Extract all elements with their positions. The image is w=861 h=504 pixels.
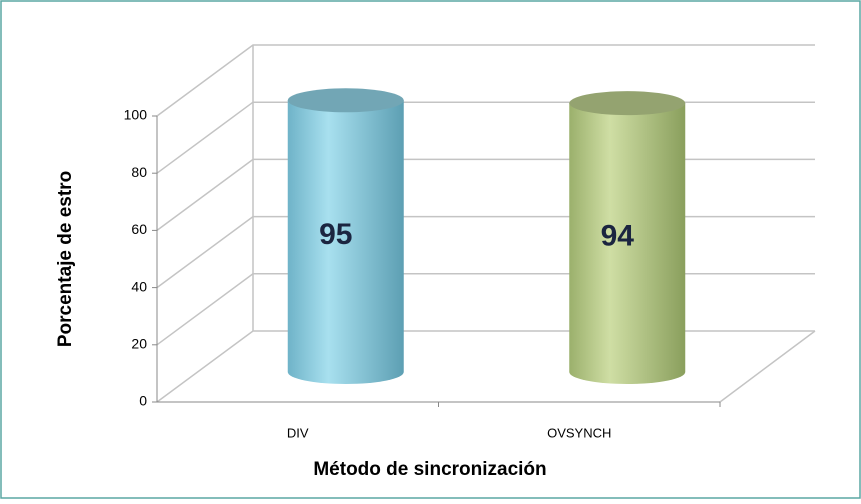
y-tick-label: 20 — [131, 336, 147, 352]
floor-right-edge — [719, 330, 816, 403]
cylinder — [569, 103, 686, 384]
y-tick-label: 60 — [131, 221, 147, 237]
grid-line — [156, 44, 815, 117]
y-tick-label: 100 — [124, 107, 148, 123]
x-tick-label: OVSYNCH — [547, 425, 611, 440]
cylinder — [287, 100, 404, 385]
value-label: 94 — [601, 220, 635, 253]
y-axis-title: Porcentaje de estro — [55, 171, 76, 347]
cylinder-top — [287, 88, 404, 113]
y-tick-label: 0 — [139, 393, 147, 409]
x-axis-title: Método de sincronización — [313, 459, 546, 480]
y-tick-label: 80 — [131, 164, 147, 180]
x-tick-label: DIV — [287, 425, 309, 440]
cylinder-top — [569, 91, 686, 116]
y-tick-label: 40 — [131, 278, 147, 294]
value-label: 95 — [319, 218, 352, 251]
